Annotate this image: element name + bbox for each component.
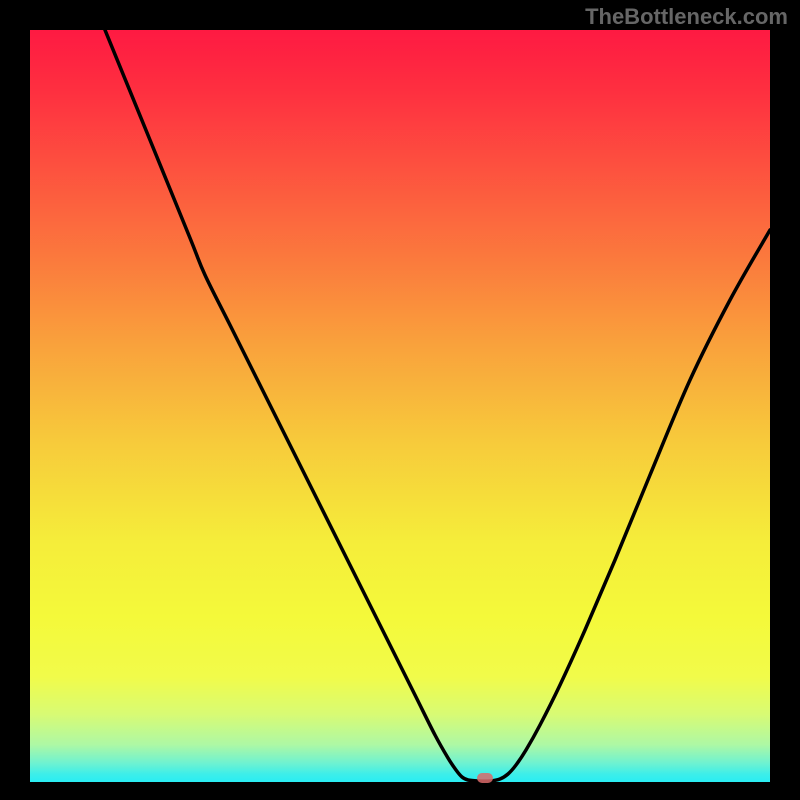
plot-background — [30, 30, 770, 782]
chart-svg — [0, 0, 800, 800]
watermark-text: TheBottleneck.com — [585, 4, 788, 30]
optimal-point-marker — [477, 773, 493, 783]
bottleneck-chart — [0, 0, 800, 800]
